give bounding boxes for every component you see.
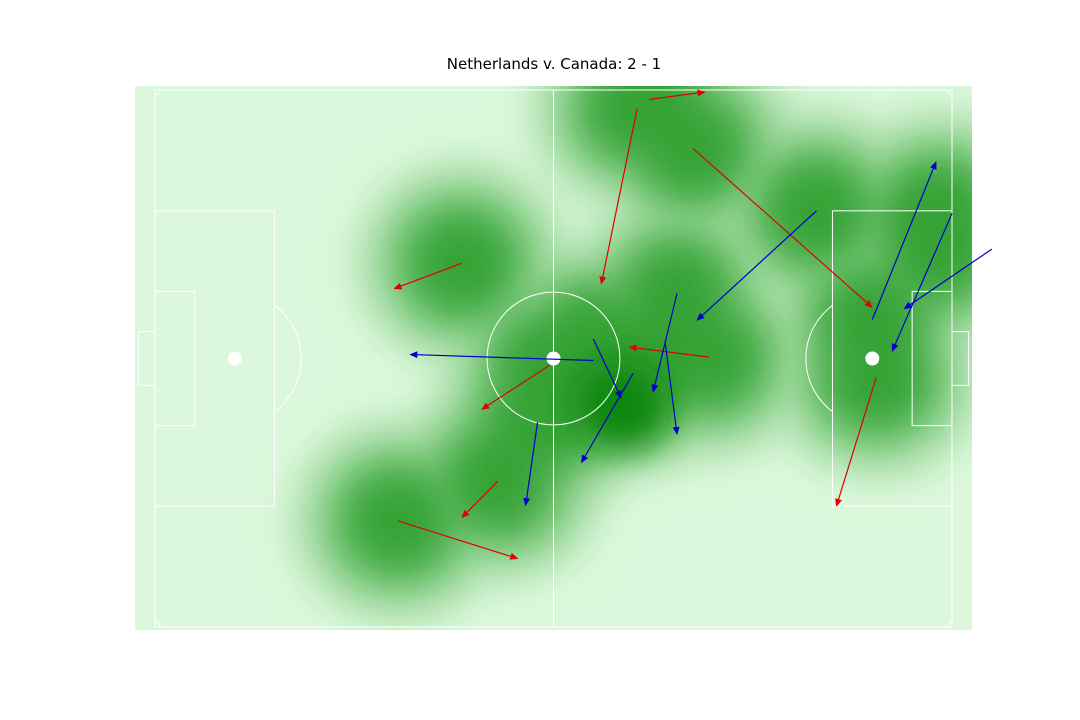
right-penalty-spot [866,352,879,365]
density-core [570,359,670,453]
left-penalty-spot [228,352,241,365]
